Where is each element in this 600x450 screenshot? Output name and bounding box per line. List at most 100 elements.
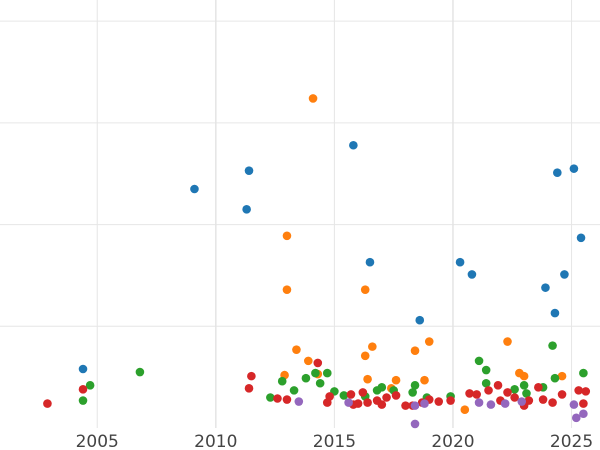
green-data-point xyxy=(579,368,588,378)
green-data-point xyxy=(519,380,529,390)
orange-data-point xyxy=(391,375,401,385)
orange-data-point xyxy=(557,371,567,381)
red-data-point xyxy=(282,395,292,404)
green-data-point xyxy=(474,356,484,366)
red-data-point xyxy=(579,399,588,408)
purple-data-point xyxy=(344,398,353,407)
green-data-point xyxy=(301,373,311,383)
orange-data-point xyxy=(503,337,512,346)
green-data-point xyxy=(339,391,349,400)
purple-data-point xyxy=(420,399,429,408)
x-tick-label: 2025 xyxy=(550,432,593,450)
blue-data-point xyxy=(550,308,560,318)
green-data-point xyxy=(315,378,325,388)
blue-data-point xyxy=(190,184,199,194)
blue-data-point xyxy=(467,270,477,279)
green-data-point xyxy=(377,383,387,392)
purple-data-point xyxy=(486,400,496,409)
red-data-point xyxy=(363,398,372,407)
orange-data-point xyxy=(420,375,429,385)
red-data-point xyxy=(524,396,534,405)
green-data-point xyxy=(408,388,417,397)
purple-data-point xyxy=(294,397,304,406)
orange-data-point xyxy=(360,351,370,361)
orange-data-point xyxy=(282,231,292,241)
green-data-point xyxy=(311,368,320,378)
green-data-point xyxy=(289,386,299,395)
blue-data-point xyxy=(244,166,254,175)
purple-data-point xyxy=(474,398,484,407)
blue-data-point xyxy=(78,364,88,374)
blue-data-point xyxy=(541,283,550,292)
red-data-point xyxy=(247,371,256,381)
purple-data-point xyxy=(410,401,420,410)
orange-data-point xyxy=(519,371,529,381)
red-data-point xyxy=(493,380,503,390)
red-data-point xyxy=(472,390,481,399)
blue-data-point xyxy=(242,205,251,214)
red-data-point xyxy=(538,395,548,404)
green-data-point xyxy=(481,365,491,375)
red-data-point xyxy=(353,399,363,408)
red-data-point xyxy=(346,390,356,399)
red-data-point xyxy=(548,398,557,407)
orange-data-point xyxy=(282,285,292,294)
green-data-point xyxy=(135,367,145,377)
purple-data-point xyxy=(569,400,579,409)
purple-data-point xyxy=(410,419,420,429)
red-data-point xyxy=(465,389,474,398)
blue-data-point xyxy=(415,315,425,325)
x-axis-tick-labels: 2005 2010 2015 2020 2025 xyxy=(76,432,594,450)
red-data-point xyxy=(377,400,387,409)
red-data-point xyxy=(534,383,543,392)
blue-data-point xyxy=(365,257,375,267)
data-points xyxy=(43,94,591,429)
orange-data-point xyxy=(308,94,318,103)
blue-data-point xyxy=(349,140,358,150)
red-data-point xyxy=(313,358,323,368)
green-data-point xyxy=(322,368,332,378)
red-data-point xyxy=(391,391,401,400)
green-data-point xyxy=(78,396,88,405)
orange-data-point xyxy=(460,405,470,414)
orange-data-point xyxy=(360,285,370,294)
blue-data-point xyxy=(560,270,569,279)
red-data-point xyxy=(78,385,88,394)
blue-data-point xyxy=(455,257,465,267)
green-data-point xyxy=(277,376,287,386)
green-data-point xyxy=(510,385,519,394)
blue-data-point xyxy=(569,164,579,173)
green-data-point xyxy=(85,380,95,390)
red-data-point xyxy=(510,393,519,402)
red-data-point xyxy=(434,397,444,406)
red-data-point xyxy=(557,390,567,399)
purple-data-point xyxy=(579,409,588,419)
red-data-point xyxy=(358,388,368,397)
green-data-point xyxy=(410,380,420,390)
red-data-point xyxy=(503,388,512,397)
green-data-point xyxy=(550,373,560,383)
x-tick-label: 2010 xyxy=(194,432,237,450)
red-data-point xyxy=(581,387,591,396)
red-data-point xyxy=(401,401,410,410)
red-data-point xyxy=(484,386,493,395)
green-data-point xyxy=(481,378,491,388)
grid xyxy=(0,0,600,428)
green-data-point xyxy=(548,341,557,350)
green-data-point xyxy=(522,389,531,398)
orange-data-point xyxy=(304,356,313,366)
x-tick-label: 2020 xyxy=(431,432,474,450)
red-data-point xyxy=(244,384,254,393)
red-data-point xyxy=(382,393,391,402)
blue-data-point xyxy=(553,168,562,178)
red-data-point xyxy=(43,399,52,408)
orange-data-point xyxy=(368,342,377,351)
x-tick-label: 2005 xyxy=(76,432,119,450)
purple-data-point xyxy=(500,399,510,408)
red-data-point xyxy=(446,396,455,405)
purple-data-point xyxy=(571,413,581,423)
purple-data-point xyxy=(517,397,527,406)
orange-data-point xyxy=(292,345,301,354)
orange-data-point xyxy=(410,346,420,356)
